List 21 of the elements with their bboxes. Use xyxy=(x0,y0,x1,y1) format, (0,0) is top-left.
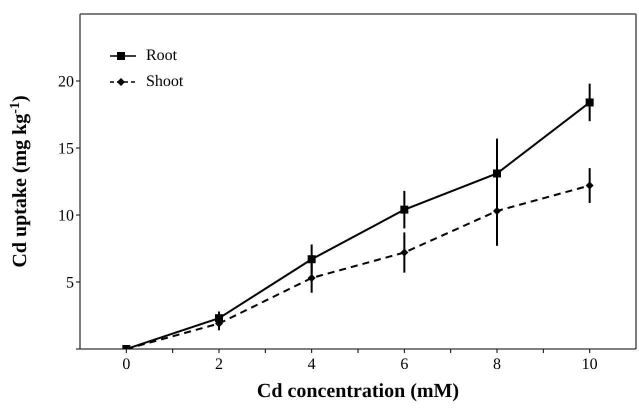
point xyxy=(308,274,316,282)
x-tick-label: 4 xyxy=(308,356,316,373)
point xyxy=(215,314,223,322)
x-tick-label: 2 xyxy=(215,356,223,373)
y-tick-label: 15 xyxy=(58,140,74,158)
point xyxy=(586,98,594,106)
legend-label: Shoot xyxy=(146,73,184,91)
y-tick-label: 20 xyxy=(58,74,74,91)
x-tick-label: 10 xyxy=(582,356,598,373)
x-tick-label: 8 xyxy=(493,356,501,373)
legend-label: Root xyxy=(146,47,178,65)
x-axis-title: Cd concentration (mM) xyxy=(256,380,460,402)
point xyxy=(493,169,501,178)
x-tick-label: 6 xyxy=(400,356,408,373)
point xyxy=(400,248,408,257)
point xyxy=(308,255,316,264)
y-tick-label: 10 xyxy=(58,208,74,225)
y-tick-label: 5 xyxy=(66,274,74,292)
point xyxy=(400,206,408,214)
x-tick-label: 0 xyxy=(122,356,130,373)
point xyxy=(586,182,594,190)
